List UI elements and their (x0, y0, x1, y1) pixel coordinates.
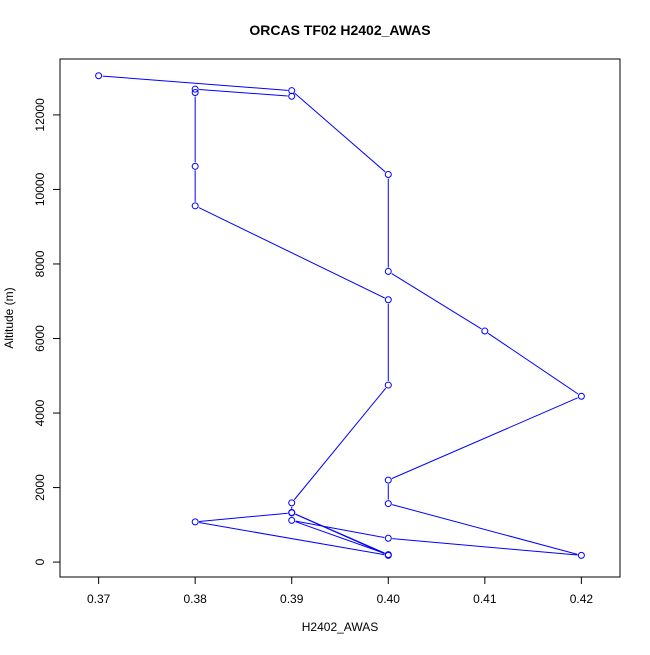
data-point (288, 499, 296, 507)
series-line-segment (102, 75, 288, 91)
series-line-segment (392, 504, 578, 555)
series-line-segment (295, 520, 385, 539)
data-point (191, 518, 199, 526)
series-line-segment (391, 273, 482, 330)
series-line-segment (392, 538, 578, 556)
series-line-segment (199, 522, 385, 556)
data-point (288, 516, 296, 524)
chart-title: ORCAS TF02 H2402_AWAS (249, 22, 430, 38)
data-point (288, 92, 296, 100)
x-tick-label: 0.42 (570, 592, 594, 606)
y-tick-label: 4000 (33, 399, 47, 426)
data-point (191, 162, 199, 170)
y-tick-label: 0 (33, 558, 47, 565)
series-line-segment (199, 512, 288, 522)
series-line-segment (391, 397, 578, 479)
data-point (384, 551, 392, 559)
series-line-segment (293, 387, 387, 501)
x-axis: 0.37 0.38 0.39 0.40 0.41 0.42 (87, 576, 594, 606)
series-line-segment (295, 521, 385, 554)
y-tick-label: 12000 (33, 98, 47, 132)
x-tick-label: 0.41 (473, 592, 497, 606)
series-line-segment (294, 92, 386, 173)
data-point (384, 534, 392, 542)
data-point (384, 381, 392, 389)
series-line-segment (295, 513, 385, 555)
x-tick-label: 0.38 (183, 592, 207, 606)
x-tick-label: 0.40 (377, 592, 401, 606)
data-point (191, 89, 199, 97)
y-tick-label: 8000 (33, 250, 47, 277)
x-tick-label: 0.39 (280, 592, 304, 606)
y-tick-label: 10000 (33, 172, 47, 206)
data-point (191, 85, 199, 93)
data-point (384, 500, 392, 508)
data-point (577, 392, 585, 400)
x-tick-label: 0.37 (87, 592, 111, 606)
data-point (95, 72, 103, 80)
data-point (481, 327, 489, 335)
series-layer (95, 72, 585, 559)
data-point (384, 476, 392, 484)
y-axis: 0 2000 4000 6000 8000 10000 12000 (33, 98, 61, 565)
y-tick-label: 6000 (33, 325, 47, 352)
series-line-segment (198, 207, 385, 299)
y-axis-label: Altitude (m) (2, 287, 16, 348)
data-point (288, 509, 296, 517)
data-point (384, 267, 392, 275)
data-point (384, 171, 392, 179)
data-point (384, 296, 392, 304)
y-tick-label: 2000 (33, 474, 47, 501)
data-point (191, 202, 199, 210)
x-axis-label: H2402_AWAS (302, 620, 378, 634)
series-line-segment (487, 332, 579, 395)
series-line-segment (199, 88, 288, 97)
data-point (577, 551, 585, 559)
